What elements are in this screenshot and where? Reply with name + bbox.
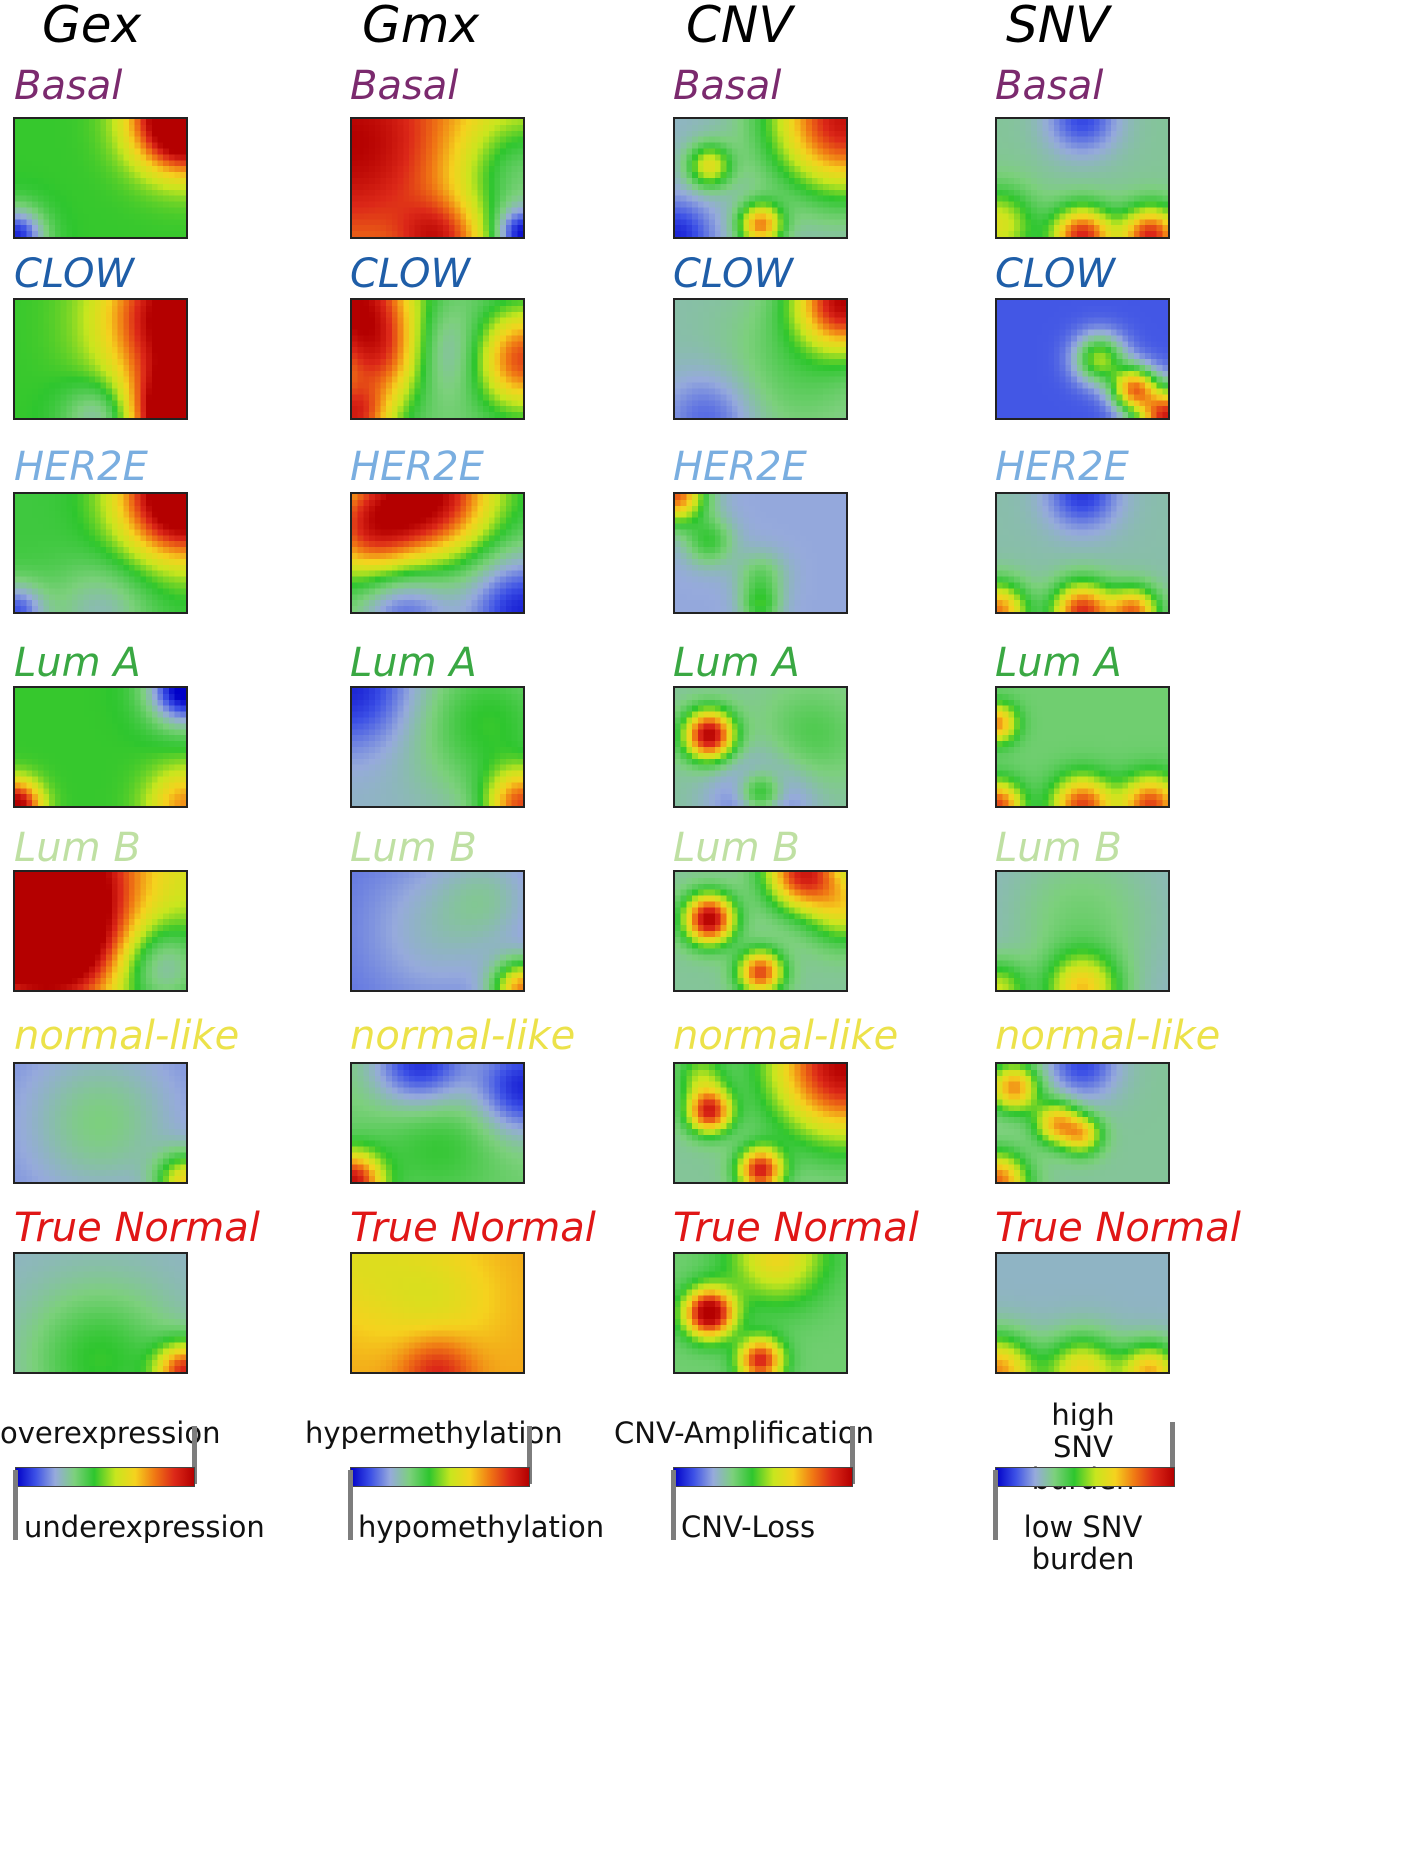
row-label-cnv-6: True Normal [673, 1205, 919, 1251]
heatmap-snv-5 [995, 1062, 1170, 1184]
row-label-gmx-0: Basal [350, 63, 459, 109]
heatmap-gex-1 [13, 298, 188, 420]
heatmap-gmx-4 [350, 870, 525, 992]
column-title-snv: SNV [1006, 0, 1110, 54]
row-label-gex-0: Basal [14, 63, 123, 109]
heatmap-gex-0 [13, 117, 188, 239]
heatmap-gex-5 [13, 1062, 188, 1184]
row-label-snv-3: Lum A [995, 640, 1122, 686]
legend-gex-high: overexpression [0, 1416, 221, 1450]
heatmap-snv-1 [995, 298, 1170, 420]
row-label-gmx-3: Lum A [350, 640, 477, 686]
row-label-gex-5: normal-like [14, 1013, 240, 1059]
row-label-cnv-4: Lum B [673, 825, 800, 871]
legend-gex-bracket-left [13, 1470, 18, 1540]
heatmap-gex-2 [13, 492, 188, 614]
row-label-snv-0: Basal [995, 63, 1104, 109]
heatmap-cnv-3 [673, 686, 848, 808]
heatmap-cnv-0 [673, 117, 848, 239]
legend-snv-bracket-right [1170, 1422, 1175, 1484]
column-title-gmx: Gmx [362, 0, 480, 54]
row-label-gex-6: True Normal [14, 1205, 260, 1251]
legend-snv-low: low SNV burden [1023, 1510, 1143, 1576]
heatmap-gmx-1 [350, 298, 525, 420]
heatmap-snv-2 [995, 492, 1170, 614]
heatmap-cnv-4 [673, 870, 848, 992]
heatmap-gmx-2 [350, 492, 525, 614]
legend-cnv-colorbar [673, 1467, 853, 1487]
row-label-gmx-2: HER2E [350, 444, 484, 490]
legend-gmx-low: hypomethylation [358, 1510, 605, 1544]
row-label-gmx-5: normal-like [350, 1013, 576, 1059]
row-label-snv-1: CLOW [995, 251, 1116, 297]
row-label-snv-4: Lum B [995, 825, 1122, 871]
heatmap-gex-4 [13, 870, 188, 992]
row-label-gex-4: Lum B [14, 825, 141, 871]
row-label-cnv-1: CLOW [673, 251, 794, 297]
row-label-gex-3: Lum A [14, 640, 141, 686]
row-label-snv-5: normal-like [995, 1013, 1221, 1059]
column-title-cnv: CNV [686, 0, 793, 54]
heatmap-gex-6 [13, 1252, 188, 1374]
heatmap-cnv-6 [673, 1252, 848, 1374]
legend-gmx-colorbar [350, 1467, 530, 1487]
legend-cnv-bracket-left [671, 1470, 676, 1540]
legend-cnv-high: CNV-Amplification [614, 1416, 875, 1450]
legend-snv-bracket-left [993, 1470, 998, 1540]
heatmap-snv-3 [995, 686, 1170, 808]
row-label-gmx-1: CLOW [350, 251, 471, 297]
heatmap-gmx-3 [350, 686, 525, 808]
heatmap-gmx-6 [350, 1252, 525, 1374]
legend-gmx-bracket-right [527, 1426, 532, 1484]
row-label-cnv-2: HER2E [673, 444, 807, 490]
row-label-cnv-0: Basal [673, 63, 782, 109]
legend-gmx-bracket-left [348, 1470, 353, 1540]
row-label-snv-2: HER2E [995, 444, 1129, 490]
row-label-snv-6: True Normal [995, 1205, 1241, 1251]
heatmap-snv-4 [995, 870, 1170, 992]
row-label-gmx-4: Lum B [350, 825, 477, 871]
row-label-gex-1: CLOW [14, 251, 135, 297]
legend-cnv-bracket-right [850, 1426, 855, 1484]
legend-gex-colorbar [15, 1467, 195, 1487]
heatmap-gex-3 [13, 686, 188, 808]
heatmap-cnv-2 [673, 492, 848, 614]
legend-snv-colorbar [995, 1467, 1175, 1487]
heatmap-snv-0 [995, 117, 1170, 239]
legend-cnv-low: CNV-Loss [681, 1510, 816, 1544]
row-label-gmx-6: True Normal [350, 1205, 596, 1251]
heatmap-cnv-5 [673, 1062, 848, 1184]
legend-gmx-high: hypermethylation [305, 1416, 563, 1450]
heatmap-gmx-0 [350, 117, 525, 239]
column-title-gex: Gex [42, 0, 142, 54]
row-label-cnv-3: Lum A [673, 640, 800, 686]
heatmap-gmx-5 [350, 1062, 525, 1184]
legend-gex-bracket-right [192, 1426, 197, 1484]
legend-gex-low: underexpression [24, 1510, 265, 1544]
row-label-gex-2: HER2E [14, 444, 148, 490]
row-label-cnv-5: normal-like [673, 1013, 899, 1059]
heatmap-snv-6 [995, 1252, 1170, 1374]
heatmap-cnv-1 [673, 298, 848, 420]
